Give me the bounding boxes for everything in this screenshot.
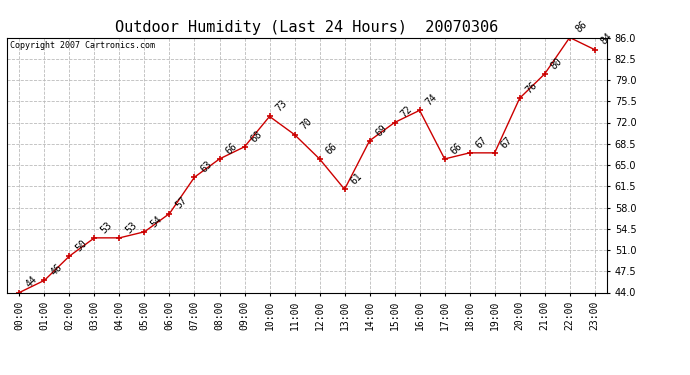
Text: 61: 61 — [348, 171, 364, 186]
Title: Outdoor Humidity (Last 24 Hours)  20070306: Outdoor Humidity (Last 24 Hours) 2007030… — [115, 20, 499, 35]
Text: 72: 72 — [399, 104, 414, 120]
Text: 84: 84 — [599, 32, 614, 47]
Text: 54: 54 — [148, 214, 164, 229]
Text: 76: 76 — [524, 80, 539, 95]
Text: 57: 57 — [174, 195, 189, 211]
Text: 66: 66 — [224, 141, 239, 156]
Text: 70: 70 — [299, 117, 314, 132]
Text: 74: 74 — [424, 92, 439, 108]
Text: 68: 68 — [248, 129, 264, 144]
Text: 67: 67 — [474, 135, 489, 150]
Text: 53: 53 — [99, 220, 114, 235]
Text: 66: 66 — [324, 141, 339, 156]
Text: Copyright 2007 Cartronics.com: Copyright 2007 Cartronics.com — [10, 41, 155, 50]
Text: 86: 86 — [574, 20, 589, 35]
Text: 46: 46 — [48, 262, 64, 278]
Text: 73: 73 — [274, 98, 289, 114]
Text: 69: 69 — [374, 123, 389, 138]
Text: 63: 63 — [199, 159, 214, 174]
Text: 50: 50 — [74, 238, 89, 253]
Text: 67: 67 — [499, 135, 514, 150]
Text: 66: 66 — [448, 141, 464, 156]
Text: 44: 44 — [23, 274, 39, 290]
Text: 80: 80 — [549, 56, 564, 71]
Text: 53: 53 — [124, 220, 139, 235]
